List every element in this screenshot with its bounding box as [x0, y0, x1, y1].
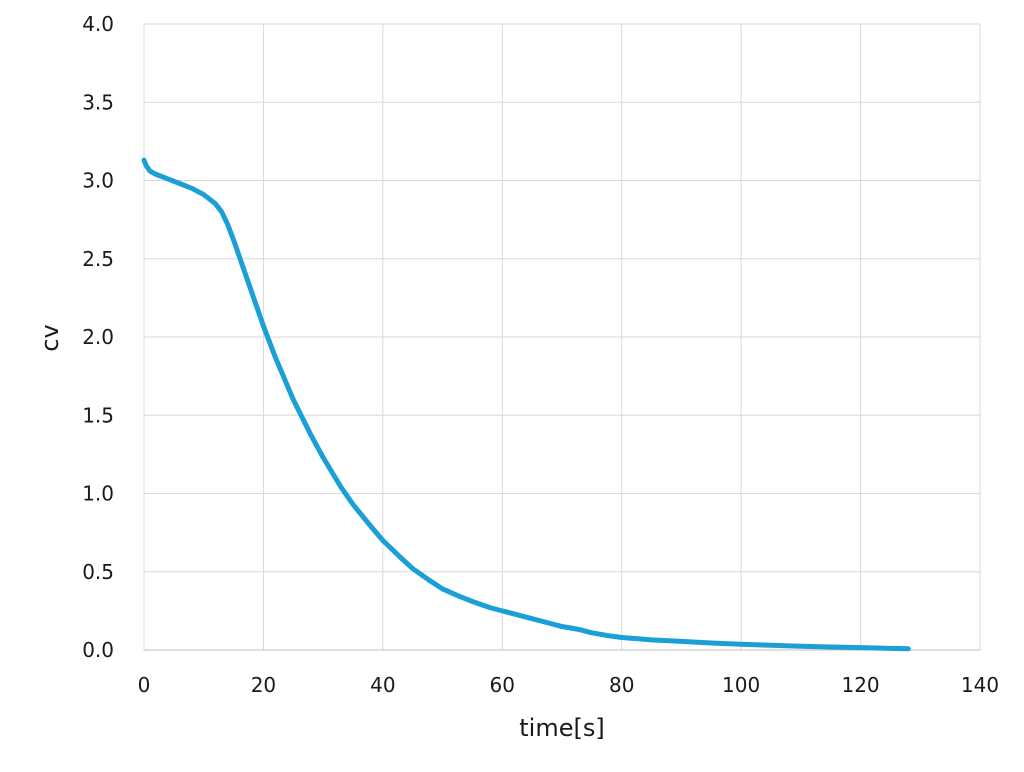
y-tick-label: 4.0: [82, 12, 114, 36]
tick-labels: 0 20 40 60 80 100 120 140 0.0 0.5 1.0 1.5 2.0 2.5 3.0 3…: [82, 12, 999, 697]
y-tick-label: 3.5: [82, 90, 114, 114]
series-layer: [141, 157, 911, 652]
x-axis-title: time[s]: [519, 714, 604, 742]
y-tick-label: 2.0: [82, 325, 114, 349]
x-tick-label: 20: [251, 673, 276, 697]
series-line-0: [141, 157, 911, 652]
x-tick-label: 60: [490, 673, 515, 697]
grid: [143, 23, 981, 651]
x-tick-label: 120: [841, 673, 879, 697]
x-tick-label: 40: [370, 673, 395, 697]
x-tick-label: 80: [609, 673, 634, 697]
y-tick-label: 0.5: [82, 560, 114, 584]
y-tick-label: 0.0: [82, 638, 114, 662]
y-axis-title: cv: [36, 324, 64, 351]
x-tick-label: 0: [138, 673, 151, 697]
y-tick-label: 1.0: [82, 482, 114, 506]
y-tick-label: 1.5: [82, 403, 114, 427]
x-tick-label: 100: [722, 673, 760, 697]
x-tick-label: 140: [961, 673, 999, 697]
y-tick-label: 2.5: [82, 247, 114, 271]
y-tick-label: 3.0: [82, 169, 114, 193]
